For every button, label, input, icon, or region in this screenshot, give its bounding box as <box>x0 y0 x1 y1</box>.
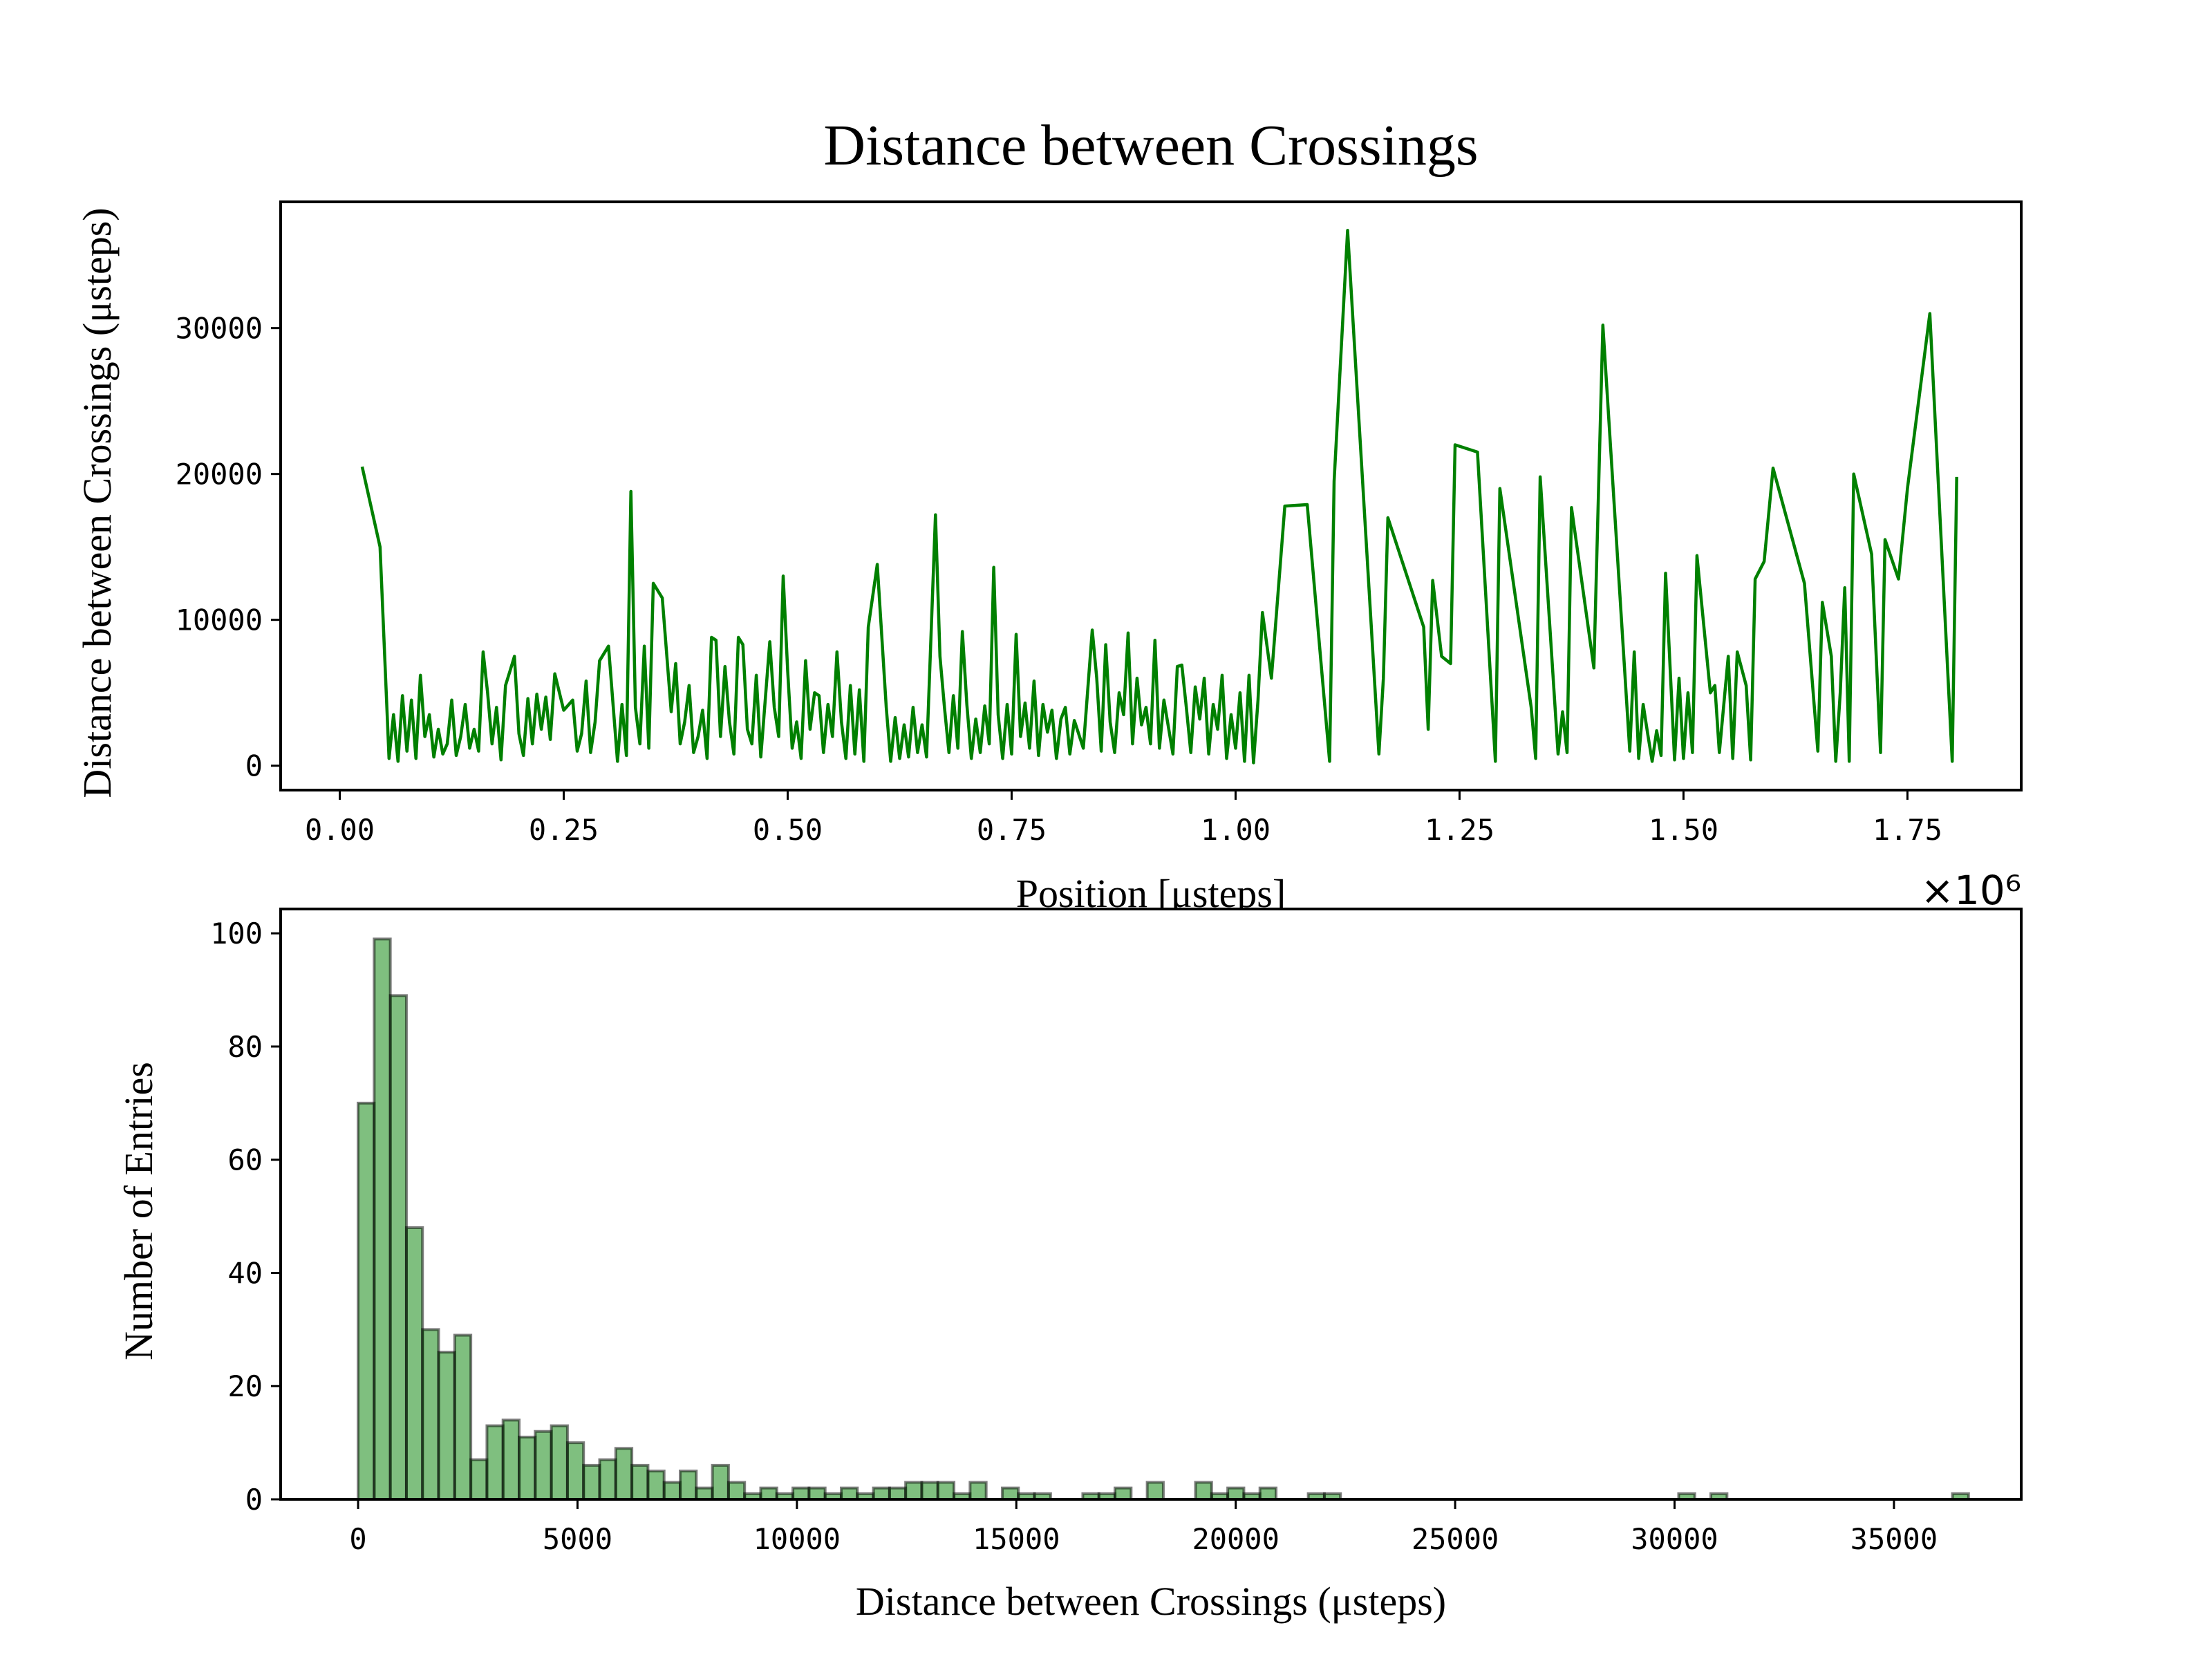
histogram-bar <box>598 1458 617 1501</box>
y-tick-label: 60 <box>227 1143 263 1177</box>
x-tick-label: 0 <box>349 1522 366 1556</box>
x-tick-label: 5000 <box>543 1522 612 1556</box>
histogram-bar <box>872 1486 891 1501</box>
x-tick-label: 1.75 <box>1873 813 1942 847</box>
plot-area <box>281 909 2021 1499</box>
histogram-bar <box>453 1333 473 1501</box>
y-tick-label: 0 <box>245 749 263 783</box>
histogram-bar <box>582 1463 601 1501</box>
x-tick-label: 0.75 <box>977 813 1047 847</box>
x-tick-label: 20000 <box>1192 1522 1279 1556</box>
y-tick-label: 40 <box>227 1256 263 1290</box>
histogram-bar <box>679 1470 698 1501</box>
x-tick-label: 0.00 <box>305 813 375 847</box>
x-axis-label: Distance between Crossings (μsteps) <box>856 1579 1446 1624</box>
histogram-bar <box>920 1481 939 1501</box>
histogram-bar <box>630 1463 650 1501</box>
x-tick-label: 0.25 <box>529 813 599 847</box>
histogram-bar <box>968 1481 988 1501</box>
histogram-bar <box>357 1101 376 1501</box>
y-tick-label: 0 <box>245 1483 263 1517</box>
histogram-bar <box>888 1486 908 1501</box>
histogram-bar <box>550 1424 569 1501</box>
histogram-bar <box>1145 1481 1165 1501</box>
histogram-bar <box>727 1481 747 1501</box>
x-tick-label: 25000 <box>1412 1522 1499 1556</box>
histogram-bar <box>791 1486 811 1501</box>
x-tick-label: 1.00 <box>1201 813 1271 847</box>
y-axis-label: Distance between Crossings (μsteps) <box>75 207 120 798</box>
data-line <box>360 229 1958 765</box>
histogram-bar <box>839 1486 859 1501</box>
histogram-bar <box>518 1435 537 1501</box>
x-tick-label: 30000 <box>1631 1522 1718 1556</box>
histogram-bar <box>807 1486 827 1501</box>
y-tick-label: 20 <box>227 1369 263 1403</box>
x-tick-label: 15000 <box>973 1522 1060 1556</box>
histogram-bar <box>534 1430 553 1501</box>
histogram-bar <box>711 1463 730 1501</box>
histogram-bar <box>1114 1486 1133 1501</box>
histogram-bar <box>437 1351 456 1501</box>
histogram-bar <box>1194 1481 1213 1501</box>
histogram-bar <box>501 1418 521 1501</box>
axes-frame <box>279 200 2023 791</box>
histogram-bar <box>695 1486 714 1501</box>
chart-title: Distance between Crossings <box>823 113 1478 178</box>
histogram-bar <box>485 1424 505 1501</box>
histogram-bar <box>469 1458 489 1501</box>
y-tick-label: 10000 <box>176 603 263 637</box>
axes-frame <box>279 908 2023 1501</box>
histogram-bar <box>662 1481 682 1501</box>
histogram-bar <box>404 1226 424 1501</box>
x-tick-label: 1.50 <box>1649 813 1718 847</box>
x-tick-label: 0.50 <box>753 813 823 847</box>
histogram-bar <box>421 1328 440 1501</box>
histogram-bar <box>1258 1486 1278 1501</box>
y-tick-label: 100 <box>210 917 263 950</box>
y-tick-label: 30000 <box>176 312 263 346</box>
histogram-bar <box>614 1447 634 1501</box>
histogram-bar <box>388 994 408 1501</box>
y-axis-label: Number of Entries <box>116 1062 161 1360</box>
x-tick-label: 1.25 <box>1425 813 1494 847</box>
histogram-bar <box>646 1470 666 1501</box>
histogram-bar <box>1226 1486 1246 1501</box>
histogram-bar <box>904 1481 924 1501</box>
histogram-bar <box>1000 1486 1020 1501</box>
histogram-bar <box>565 1441 585 1501</box>
histogram-bar <box>373 937 392 1501</box>
histogram-bar <box>936 1481 956 1501</box>
x-tick-label: 35000 <box>1850 1522 1938 1556</box>
x-offset-label: ×10⁶ <box>1920 867 2021 914</box>
x-tick-label: 10000 <box>753 1522 841 1556</box>
y-tick-label: 20000 <box>176 458 263 491</box>
y-tick-label: 80 <box>227 1030 263 1064</box>
histogram-bar <box>759 1486 778 1501</box>
